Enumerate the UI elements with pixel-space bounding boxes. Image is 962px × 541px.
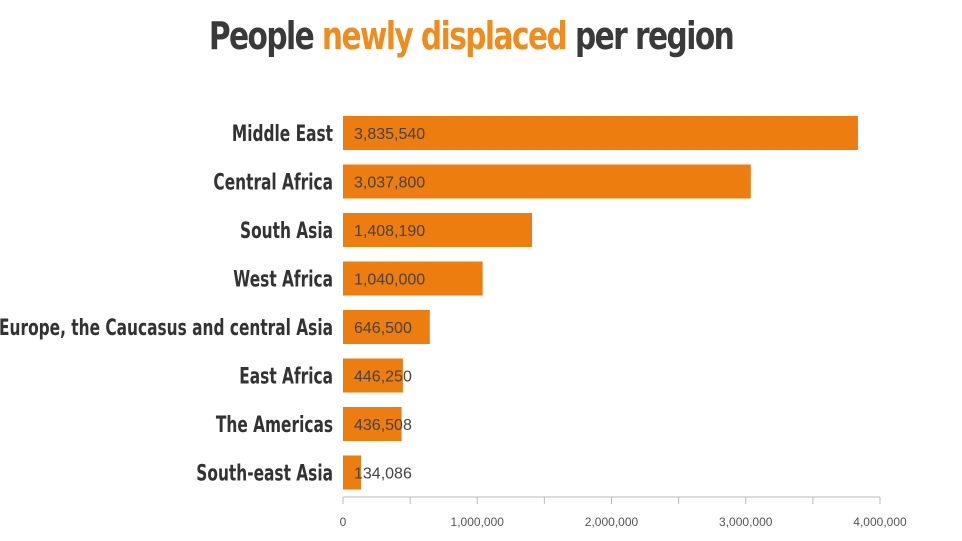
title-highlight: newly displaced	[321, 14, 568, 58]
x-axis: 0 1,000,000 2,000,000 3,000,000 4,000,000	[340, 496, 907, 529]
category-label: East Africa	[239, 364, 333, 389]
bar-5	[343, 358, 403, 393]
x-tick-label: 2,000,000	[585, 515, 639, 529]
value-label: 3,037,800	[354, 175, 425, 192]
value-label: 3,835,540	[354, 126, 425, 143]
category-label: The Americas	[216, 412, 333, 437]
x-tick-label: 4,000,000	[853, 515, 907, 529]
value-label: 436,508	[354, 417, 412, 434]
value-label: 134,086	[354, 466, 412, 483]
value-label: 1,408,190	[354, 223, 425, 240]
chart-title: People newly displaced per region	[104, 14, 839, 58]
category-label: West Africa	[233, 267, 333, 292]
category-label: Europe, the Caucasus and central Asia	[0, 315, 333, 340]
value-labels: 3,835,540 3,037,800 1,408,190 1,040,000 646,…	[354, 126, 425, 483]
category-label: Central Africa	[213, 170, 333, 195]
x-tick-label: 1,000,000	[451, 515, 505, 529]
value-label: 1,040,000	[354, 272, 425, 289]
category-labels: Middle East Central Africa South Asia West …	[0, 121, 333, 486]
category-label: South Asia	[240, 218, 333, 243]
bar-2	[343, 213, 533, 247]
bar-3	[343, 261, 483, 296]
category-label: South-east Asia	[196, 461, 333, 486]
bar-0	[343, 116, 858, 150]
bar-4	[343, 310, 430, 344]
category-label: Middle East	[232, 121, 333, 146]
x-tick-label: 0	[340, 515, 347, 529]
bar-7	[343, 455, 362, 490]
bar-1	[343, 164, 751, 199]
value-label: 446,250	[354, 369, 412, 386]
title-suffix: per region	[566, 14, 735, 58]
title-prefix: People	[208, 14, 322, 58]
bar-6	[343, 407, 402, 441]
value-label: 646,500	[354, 320, 412, 337]
x-tick-label: 3,000,000	[719, 515, 773, 529]
bars-layer	[343, 116, 858, 490]
